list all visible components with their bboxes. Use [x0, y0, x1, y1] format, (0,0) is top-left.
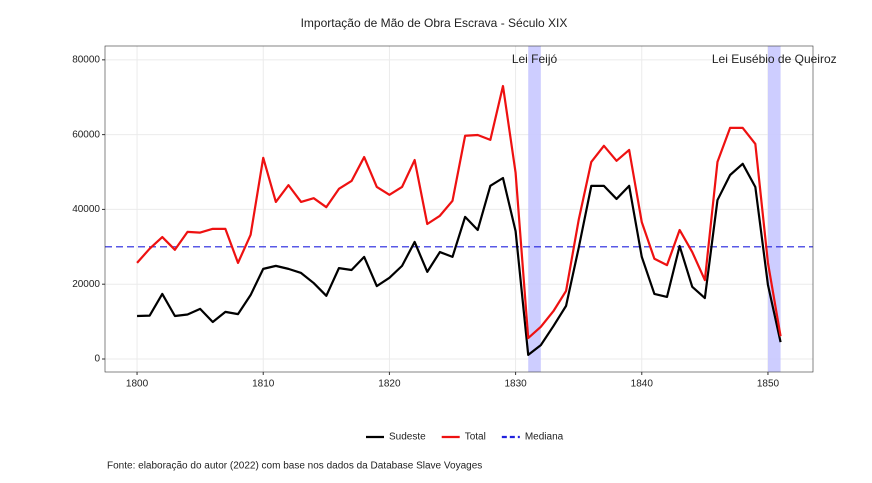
legend-label: Mediana	[525, 432, 564, 443]
x-tick-label: 1810	[252, 379, 275, 390]
series-line	[136, 84, 782, 340]
band-label: Lei Feijó	[512, 52, 558, 66]
band	[767, 46, 781, 372]
series-line	[137, 162, 782, 356]
legend-label: Total	[465, 432, 486, 443]
x-tick-label: 1840	[631, 379, 654, 390]
x-tick-label: 1850	[757, 379, 780, 390]
x-tick-label: 1800	[126, 379, 149, 390]
x-tick-label: 1830	[504, 379, 527, 390]
chart-title: Importação de Mão de Obra Escrava - Sécu…	[301, 16, 568, 30]
y-tick-label: 20000	[72, 279, 100, 290]
y-tick-label: 40000	[72, 204, 100, 215]
x-tick-label: 1820	[378, 379, 401, 390]
legend-label: Sudeste	[389, 432, 426, 443]
plot-border	[104, 45, 814, 373]
y-tick-label: 80000	[72, 54, 100, 65]
y-tick-label: 60000	[72, 129, 100, 140]
band	[528, 46, 541, 372]
y-tick-label: 0	[94, 354, 100, 365]
caption: Fonte: elaboração do autor (2022) com ba…	[107, 461, 482, 472]
band-label: Lei Eusébio de Queiroz	[712, 52, 837, 66]
